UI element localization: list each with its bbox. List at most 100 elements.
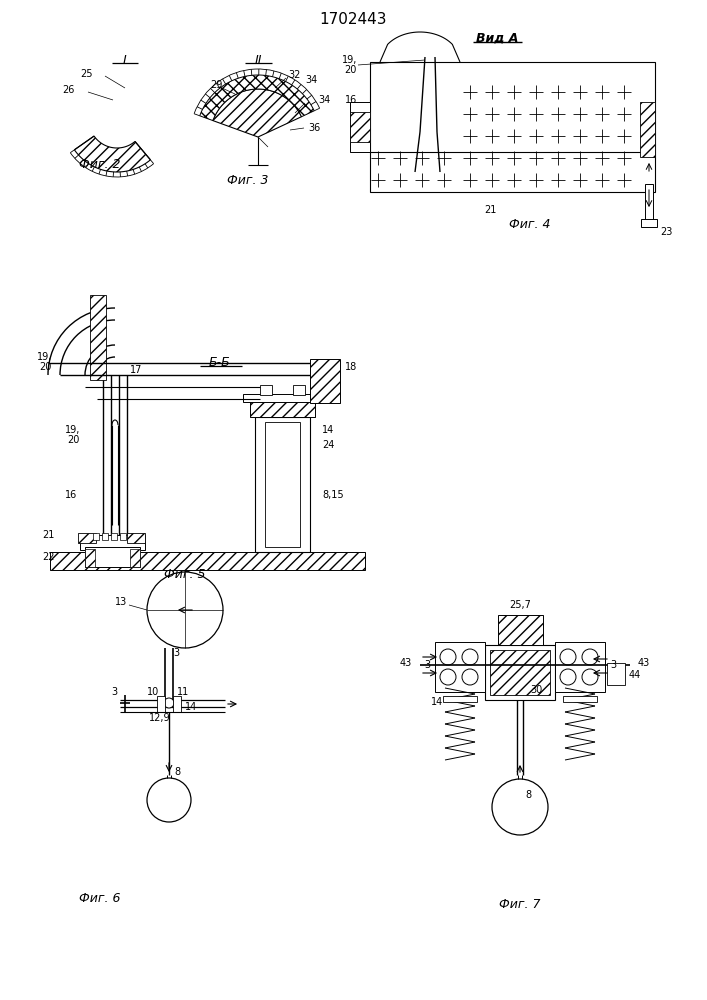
Bar xyxy=(265,422,300,547)
Bar xyxy=(85,549,95,567)
Text: 3: 3 xyxy=(610,660,616,670)
Text: 25,7: 25,7 xyxy=(509,600,531,610)
Circle shape xyxy=(582,649,598,665)
Text: 34: 34 xyxy=(305,75,317,85)
Bar xyxy=(111,533,117,540)
Polygon shape xyxy=(74,136,151,172)
Text: Фиг. 7: Фиг. 7 xyxy=(499,898,541,912)
Bar xyxy=(555,642,605,692)
Text: 29: 29 xyxy=(210,80,223,90)
Text: 25: 25 xyxy=(81,69,93,79)
Text: 8,15: 8,15 xyxy=(322,490,344,500)
Text: II: II xyxy=(255,53,262,66)
Text: Б-Б: Б-Б xyxy=(209,356,231,368)
Bar xyxy=(90,295,106,380)
Text: 20: 20 xyxy=(68,435,80,445)
Text: 34: 34 xyxy=(318,95,330,105)
Text: 8: 8 xyxy=(174,767,180,777)
Text: 11: 11 xyxy=(177,687,189,697)
Text: 3: 3 xyxy=(111,687,117,697)
Bar xyxy=(293,385,305,395)
Bar xyxy=(563,696,597,702)
Text: 8: 8 xyxy=(525,790,531,800)
Text: Фиг. 4: Фиг. 4 xyxy=(509,219,551,232)
Text: 1702443: 1702443 xyxy=(320,12,387,27)
Bar xyxy=(93,533,99,540)
Bar xyxy=(80,535,145,550)
Text: 30: 30 xyxy=(530,685,542,695)
Text: Фиг. 6: Фиг. 6 xyxy=(79,892,121,904)
Text: 17: 17 xyxy=(130,365,142,375)
Bar xyxy=(435,642,485,692)
Bar xyxy=(490,650,550,695)
Text: 44: 44 xyxy=(629,670,641,680)
Circle shape xyxy=(582,669,598,685)
Bar xyxy=(310,359,340,403)
Bar xyxy=(50,552,365,570)
Text: 22: 22 xyxy=(42,552,55,562)
Bar xyxy=(157,696,165,712)
Text: 19,: 19, xyxy=(37,352,52,362)
Circle shape xyxy=(560,669,576,685)
Bar xyxy=(243,394,322,402)
Bar xyxy=(173,696,181,712)
Text: 21: 21 xyxy=(484,205,496,215)
Bar xyxy=(102,533,108,540)
Circle shape xyxy=(147,572,223,648)
Polygon shape xyxy=(200,75,314,121)
Bar xyxy=(607,663,625,685)
Bar xyxy=(370,62,655,192)
Bar xyxy=(85,547,140,567)
Bar xyxy=(350,102,370,152)
Text: 13: 13 xyxy=(115,597,127,607)
Bar xyxy=(645,184,653,222)
Text: 20: 20 xyxy=(344,65,357,75)
Circle shape xyxy=(440,649,456,665)
Circle shape xyxy=(492,779,548,835)
Text: 3: 3 xyxy=(173,648,179,658)
Text: 19,: 19, xyxy=(341,55,357,65)
Circle shape xyxy=(462,669,478,685)
Text: 14: 14 xyxy=(185,702,197,712)
Bar xyxy=(641,219,657,227)
Text: Фиг. 3: Фиг. 3 xyxy=(227,174,269,186)
Text: 43: 43 xyxy=(638,658,650,668)
Text: 18: 18 xyxy=(345,362,357,372)
Text: 36: 36 xyxy=(308,123,320,133)
Text: Вид А: Вид А xyxy=(476,31,518,44)
Text: 24: 24 xyxy=(322,440,334,450)
Text: 19,: 19, xyxy=(64,425,80,435)
Text: 26: 26 xyxy=(63,85,75,95)
Text: Фиг. 5: Фиг. 5 xyxy=(164,568,206,582)
Text: 14: 14 xyxy=(431,697,443,707)
Polygon shape xyxy=(213,89,301,137)
Bar xyxy=(78,533,96,543)
Circle shape xyxy=(147,778,191,822)
Bar xyxy=(255,417,310,552)
Text: 32: 32 xyxy=(288,70,300,80)
Bar xyxy=(350,112,370,142)
Bar xyxy=(498,615,543,645)
Text: 16: 16 xyxy=(345,95,357,105)
Bar xyxy=(120,533,126,540)
Text: 3: 3 xyxy=(424,660,430,670)
Circle shape xyxy=(164,698,174,708)
Text: 43: 43 xyxy=(399,658,412,668)
Circle shape xyxy=(462,649,478,665)
Bar xyxy=(485,645,555,700)
Text: Фиг. 2: Фиг. 2 xyxy=(79,157,121,170)
Circle shape xyxy=(560,649,576,665)
Bar xyxy=(250,397,315,417)
Circle shape xyxy=(440,669,456,685)
Text: 10: 10 xyxy=(147,687,159,697)
Bar xyxy=(127,533,145,543)
Text: 14: 14 xyxy=(322,425,334,435)
Bar xyxy=(130,549,140,567)
Bar xyxy=(640,102,655,157)
Text: 12,9: 12,9 xyxy=(149,713,171,723)
Text: 21: 21 xyxy=(42,530,55,540)
Text: 16: 16 xyxy=(65,490,77,500)
Text: 23: 23 xyxy=(660,227,672,237)
Bar xyxy=(443,696,477,702)
Bar xyxy=(260,385,272,395)
